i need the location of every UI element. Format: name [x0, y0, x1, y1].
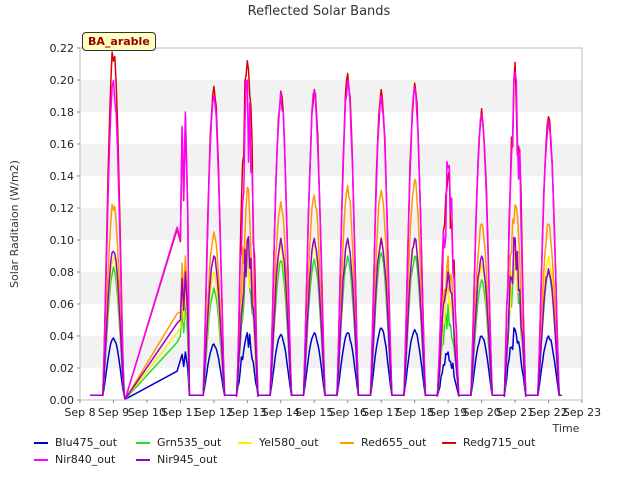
grid-band: [80, 336, 582, 368]
x-tick-label: Sep 23: [563, 406, 601, 419]
legend-label: Nir840_out: [55, 453, 116, 466]
site-badge: BA_arable: [82, 32, 156, 51]
series-line-nir945_out: [90, 236, 562, 400]
x-tick-label: Sep 8: [64, 406, 95, 419]
legend-label: Red655_out: [361, 436, 427, 449]
x-tick-label: Sep 12: [195, 406, 233, 419]
x-tick-label: Sep 17: [362, 406, 400, 419]
y-tick-label: 0.00: [50, 394, 75, 407]
plot-bands: [80, 80, 582, 368]
x-tick-label: Sep 11: [161, 406, 199, 419]
y-tick-label: 0.12: [50, 202, 75, 215]
legend-item: Nir840_out: [34, 453, 136, 466]
y-tick-label: 0.08: [50, 266, 75, 279]
grid-band: [80, 272, 582, 304]
legend: Blu475_out Grn535_out Yel580_out Red655_out…: [34, 436, 634, 470]
legend-label: Redg715_out: [463, 436, 536, 449]
grid-band: [80, 208, 582, 240]
y-tick-label: 0.06: [50, 298, 75, 311]
legend-swatch: [34, 441, 48, 444]
x-tick-label: Sep 9: [98, 406, 129, 419]
x-axis-label: Time: [552, 422, 580, 435]
plot-frame: [79, 47, 583, 401]
legend-item: Blu475_out: [34, 436, 136, 449]
y-tick-label: 0.14: [50, 170, 75, 183]
y-tick-label: 0.04: [50, 330, 75, 343]
x-tick-label: Sep 16: [329, 406, 367, 419]
x-tick-label: Sep 15: [295, 406, 333, 419]
y-axis-ticks: 0.00 0.02 0.04 0.06 0.08 0.10 0.12 0.14 0.16 0.18…: [50, 42, 80, 407]
x-tick-label: Sep 21: [496, 406, 534, 419]
x-tick-label: Sep 10: [128, 406, 166, 419]
y-tick-label: 0.10: [50, 234, 75, 247]
legend-swatch: [442, 441, 456, 444]
grid-band: [80, 144, 582, 176]
x-tick-label: Sep 19: [429, 406, 467, 419]
y-tick-label: 0.22: [50, 42, 75, 55]
legend-swatch: [34, 458, 48, 461]
legend-item: Grn535_out: [136, 436, 238, 449]
legend-swatch: [340, 441, 354, 444]
legend-swatch: [238, 441, 252, 444]
x-tick-label: Sep 18: [396, 406, 434, 419]
x-tick-label: Sep 22: [529, 406, 567, 419]
x-tick-label: Sep 13: [228, 406, 266, 419]
legend-item: Nir945_out: [136, 453, 238, 466]
y-tick-label: 0.20: [50, 74, 75, 87]
legend-item: Redg715_out: [442, 436, 544, 449]
y-axis-label: Solar Raditaion (W/m2): [8, 160, 21, 288]
legend-swatch: [136, 458, 150, 461]
x-tick-label: Sep 20: [462, 406, 500, 419]
x-tick-label: Sep 14: [262, 406, 300, 419]
chart-title: Reflected Solar Bands: [248, 4, 391, 19]
legend-item: Yel580_out: [238, 436, 340, 449]
legend-label: Nir945_out: [157, 453, 218, 466]
series-layer: [90, 51, 562, 400]
y-tick-label: 0.02: [50, 362, 75, 375]
legend-swatch: [136, 441, 150, 444]
legend-label: Blu475_out: [55, 436, 118, 449]
y-tick-label: 0.16: [50, 138, 75, 151]
y-tick-label: 0.18: [50, 106, 75, 119]
grid-band: [80, 80, 582, 112]
legend-label: Grn535_out: [157, 436, 222, 449]
legend-item: Red655_out: [340, 436, 442, 449]
legend-label: Yel580_out: [259, 436, 319, 449]
